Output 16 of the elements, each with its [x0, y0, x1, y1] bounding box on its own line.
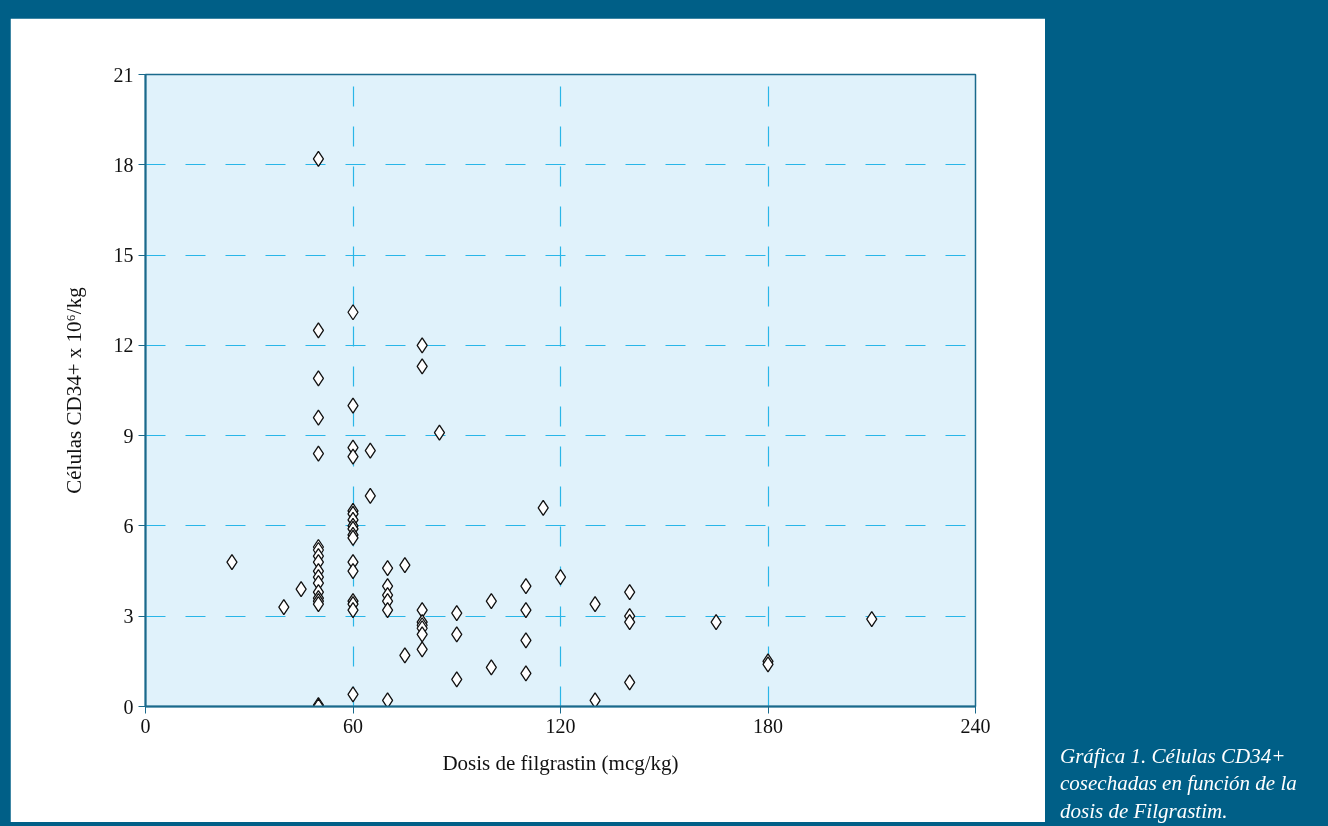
y-tick-label: 3 [123, 605, 134, 628]
y-tick-label: 18 [113, 153, 134, 176]
x-axis-title: Dosis de filgrastin (mcg/kg) [442, 750, 679, 775]
y-tick-label: 0 [123, 695, 134, 718]
x-tick-label: 240 [960, 714, 991, 737]
y-tick-label: 6 [123, 514, 134, 537]
text: Gráfica 1. Células CD34+ cosechadas en función de la dosis de Filgrastim. [1060, 743, 1298, 825]
y-axis-title: Células CD34+ x 10⁶/kg [61, 286, 86, 494]
x-tick-label: 120 [545, 714, 576, 737]
y-tick-label: 9 [123, 424, 134, 447]
x-tick-label: 0 [140, 714, 151, 737]
y-tick-label: 12 [113, 334, 134, 357]
y-tick-label: 21 [113, 63, 134, 86]
x-tick-label: 180 [753, 714, 783, 737]
y-tick-label: 15 [113, 244, 134, 267]
x-tick-label: 60 [343, 714, 363, 737]
